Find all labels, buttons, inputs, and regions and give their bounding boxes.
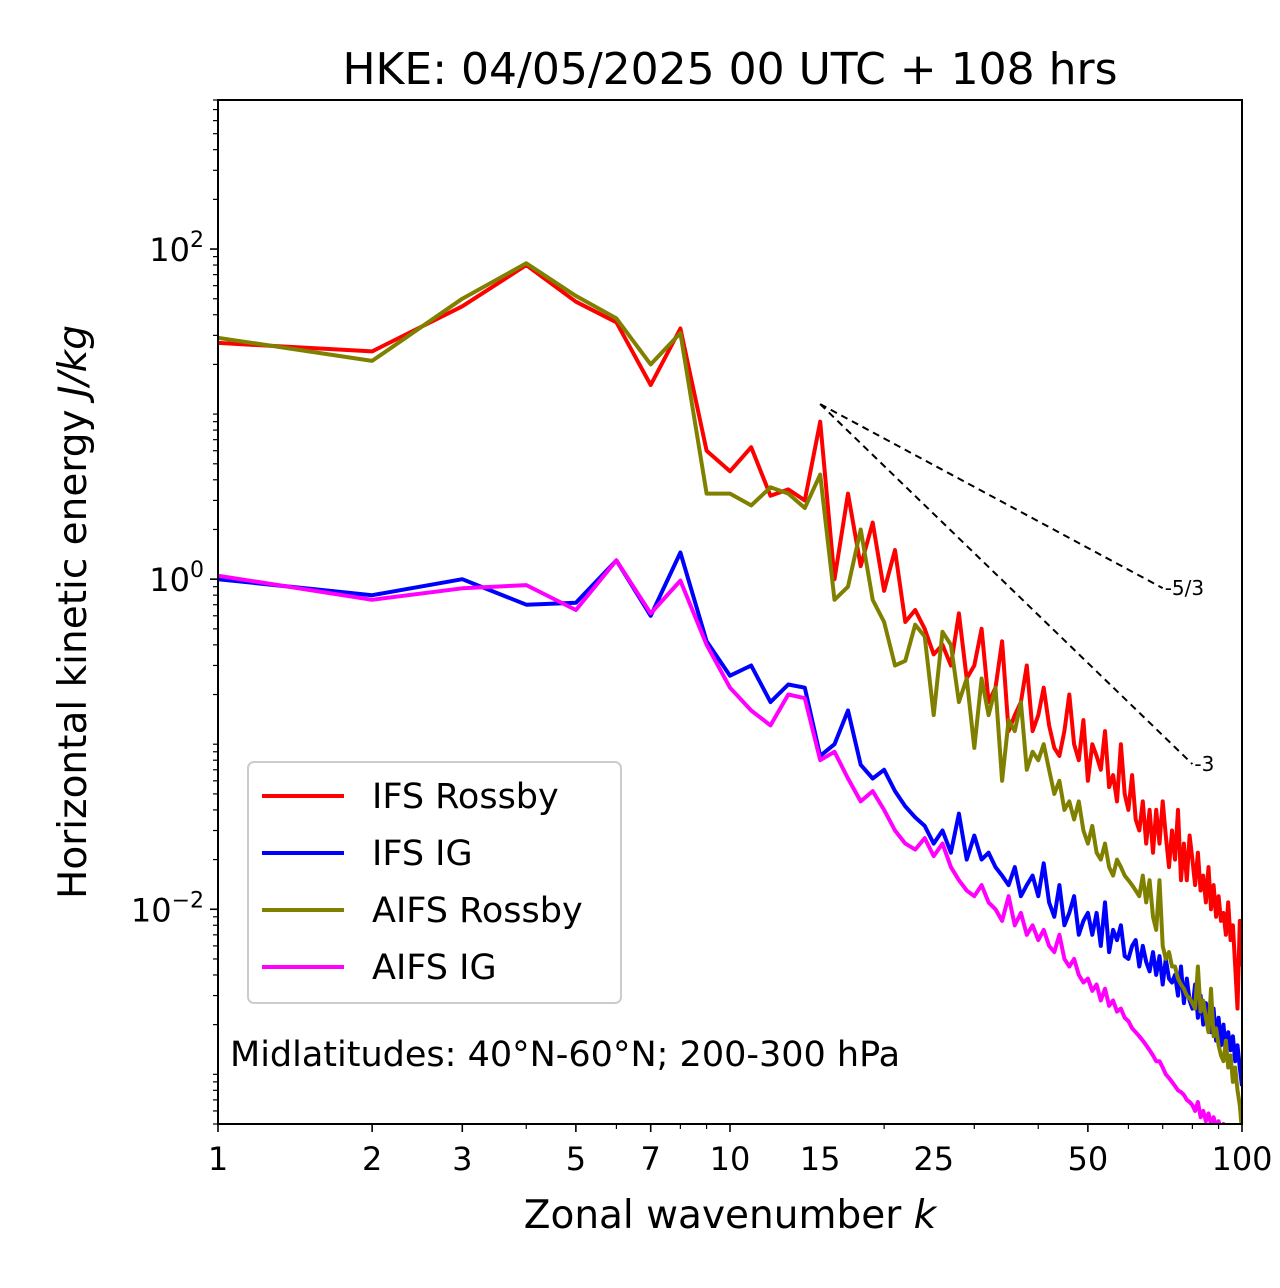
legend-frame xyxy=(247,761,622,1004)
x-tick-label: 25 xyxy=(913,1140,954,1178)
y-tick-base: 10 xyxy=(149,231,190,269)
x-tick-label: 50 xyxy=(1068,1140,1109,1178)
x-axis-label-text: Zonal wavenumber xyxy=(524,1193,902,1238)
legend-label-0: IFS Rossby xyxy=(372,777,559,817)
series-layer xyxy=(218,261,1242,1124)
legend-entries: IFS Rossby IFS IG AIFS Rossby AIFS IG xyxy=(262,777,583,988)
x-tick-label: 1 xyxy=(208,1140,228,1178)
x-tick-label: 100 xyxy=(1211,1140,1272,1178)
x-tick-label: 2 xyxy=(362,1140,382,1178)
y-tick-exponent: 2 xyxy=(190,228,204,253)
y-tick-exponent: 0 xyxy=(190,558,204,583)
legend-label-3: AIFS IG xyxy=(372,948,497,988)
x-axis-label-var: k xyxy=(914,1193,938,1238)
region-annotation: Midlatitudes: 40°N-60°N; 200-300 hPa xyxy=(230,1035,900,1075)
x-tick-label: 10 xyxy=(710,1140,751,1178)
reference-line-1 xyxy=(819,403,1194,765)
reference-line-0 xyxy=(819,403,1164,590)
series-line-0 xyxy=(218,263,1242,1011)
x-tick-label: 7 xyxy=(641,1140,661,1178)
x-tick-label: 3 xyxy=(452,1140,472,1178)
legend: IFS Rossby IFS IG AIFS Rossby AIFS IG xyxy=(247,761,622,1004)
reference-line-label-1: -3 xyxy=(1194,752,1214,776)
y-tick-exponent: −2 xyxy=(172,888,204,913)
reference-lines: -5/3 -3 xyxy=(819,403,1214,776)
x-tick-label: 15 xyxy=(800,1140,841,1178)
x-axis-label: Zonal wavenumber k xyxy=(524,1193,938,1238)
y-axis-label-unit: J/kg xyxy=(51,325,96,404)
reference-line-label-0: -5/3 xyxy=(1165,576,1204,600)
y-tick-base: 10 xyxy=(149,561,190,599)
y-tick-base: 10 xyxy=(131,891,172,929)
y-axis-label: Horizontal kinetic energy J/kg xyxy=(51,325,96,899)
series-line-2 xyxy=(218,261,1242,1124)
legend-label-2: AIFS Rossby xyxy=(372,891,583,931)
series-line-3 xyxy=(218,558,1226,1124)
y-axis-label-text: Horizontal kinetic energy xyxy=(51,409,96,899)
x-tick-label: 5 xyxy=(566,1140,586,1178)
legend-label-1: IFS IG xyxy=(372,834,473,874)
y-tick-label: 100 xyxy=(149,558,204,599)
y-tick-label: 10−2 xyxy=(131,888,204,929)
chart-title: HKE: 04/05/2025 00 UTC + 108 hrs xyxy=(342,44,1117,95)
y-tick-label: 102 xyxy=(149,228,204,269)
